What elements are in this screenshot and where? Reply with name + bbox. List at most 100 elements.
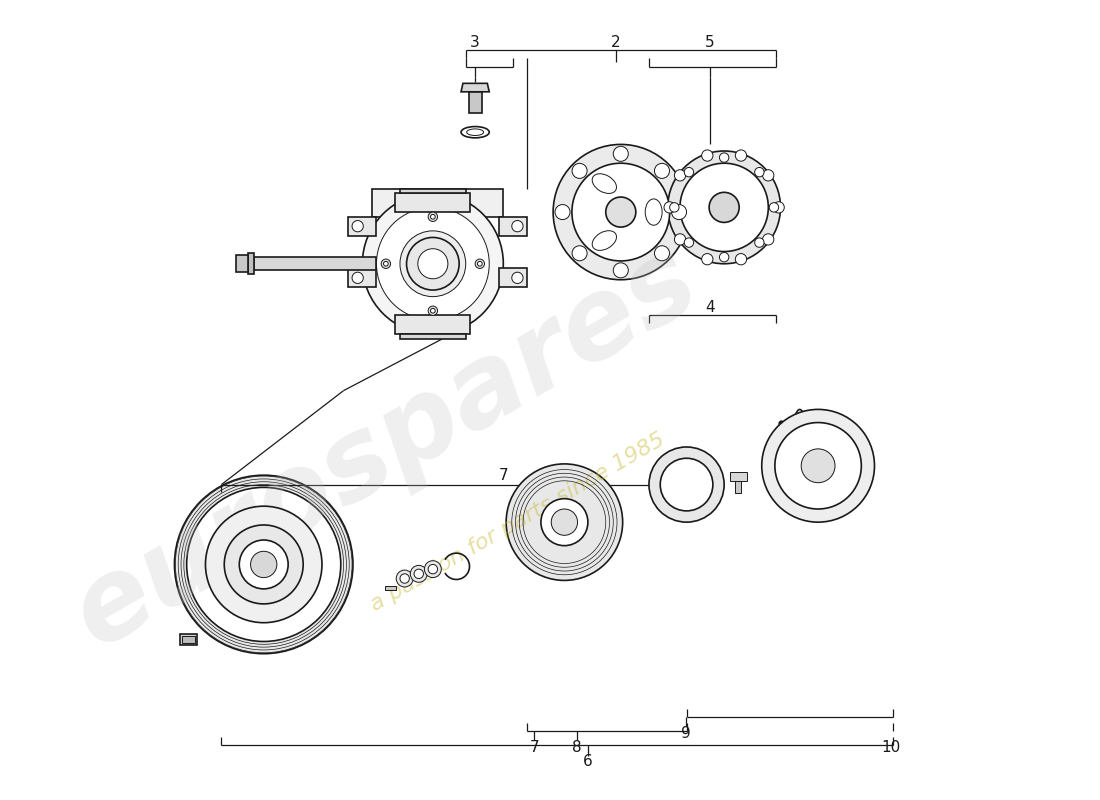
Circle shape: [240, 540, 288, 589]
Circle shape: [251, 551, 277, 578]
Circle shape: [773, 202, 784, 213]
Circle shape: [702, 254, 713, 265]
Circle shape: [187, 487, 341, 642]
Ellipse shape: [466, 129, 484, 135]
Polygon shape: [498, 269, 527, 287]
Circle shape: [719, 153, 729, 162]
Circle shape: [352, 272, 363, 283]
Polygon shape: [385, 586, 396, 590]
Circle shape: [512, 221, 524, 232]
Circle shape: [475, 259, 484, 269]
Circle shape: [175, 475, 353, 654]
Circle shape: [614, 263, 628, 278]
Circle shape: [762, 234, 774, 245]
Circle shape: [762, 170, 774, 181]
Text: 3: 3: [471, 35, 480, 50]
Circle shape: [551, 509, 578, 535]
Circle shape: [606, 197, 636, 227]
Ellipse shape: [646, 199, 662, 226]
Circle shape: [396, 570, 414, 587]
Circle shape: [649, 447, 724, 522]
Circle shape: [572, 246, 587, 261]
Text: 6: 6: [583, 754, 593, 770]
Polygon shape: [254, 257, 376, 270]
Text: 7: 7: [529, 740, 539, 755]
Circle shape: [680, 163, 768, 251]
Polygon shape: [235, 255, 248, 272]
Circle shape: [684, 167, 694, 177]
Circle shape: [407, 238, 459, 290]
Circle shape: [674, 234, 685, 245]
Circle shape: [572, 163, 670, 261]
Text: 2: 2: [612, 35, 620, 50]
Polygon shape: [349, 269, 376, 287]
Circle shape: [206, 506, 322, 622]
Circle shape: [400, 574, 409, 583]
Circle shape: [684, 238, 694, 247]
Circle shape: [664, 202, 675, 213]
Circle shape: [430, 308, 436, 313]
Text: 7: 7: [498, 468, 508, 482]
Circle shape: [614, 146, 628, 162]
Polygon shape: [248, 254, 254, 274]
Circle shape: [428, 306, 438, 315]
Circle shape: [400, 231, 465, 297]
Circle shape: [719, 253, 729, 262]
Circle shape: [654, 163, 670, 178]
Circle shape: [755, 167, 764, 177]
Polygon shape: [400, 189, 465, 194]
Circle shape: [668, 151, 781, 264]
Circle shape: [425, 561, 441, 578]
Polygon shape: [395, 315, 471, 334]
Circle shape: [541, 498, 587, 546]
Circle shape: [384, 262, 388, 266]
Circle shape: [670, 202, 679, 212]
Polygon shape: [400, 334, 465, 339]
Circle shape: [506, 464, 623, 581]
Polygon shape: [498, 217, 527, 235]
Polygon shape: [180, 634, 197, 646]
Polygon shape: [182, 636, 195, 643]
Circle shape: [428, 212, 438, 222]
Circle shape: [774, 422, 861, 509]
Circle shape: [710, 192, 739, 222]
Circle shape: [430, 214, 436, 219]
Text: 10: 10: [882, 740, 901, 755]
Circle shape: [769, 202, 779, 212]
Polygon shape: [736, 481, 741, 493]
Circle shape: [512, 272, 524, 283]
Circle shape: [735, 254, 747, 265]
Circle shape: [376, 207, 490, 320]
Circle shape: [362, 194, 504, 334]
Ellipse shape: [592, 174, 616, 194]
Polygon shape: [469, 92, 482, 114]
Text: 9: 9: [681, 726, 691, 741]
Circle shape: [671, 205, 686, 219]
Circle shape: [414, 569, 424, 578]
Text: 5: 5: [705, 35, 715, 50]
Circle shape: [477, 262, 482, 266]
Circle shape: [418, 249, 448, 278]
Circle shape: [224, 525, 304, 604]
Circle shape: [654, 246, 670, 261]
Circle shape: [428, 565, 438, 574]
Circle shape: [761, 410, 874, 522]
Ellipse shape: [592, 230, 616, 250]
Circle shape: [801, 449, 835, 482]
Circle shape: [556, 205, 570, 219]
Circle shape: [410, 566, 427, 582]
Circle shape: [735, 150, 747, 161]
Circle shape: [352, 221, 363, 232]
Circle shape: [553, 145, 689, 280]
Polygon shape: [729, 472, 747, 481]
Text: 8: 8: [572, 740, 582, 755]
Circle shape: [572, 163, 587, 178]
Circle shape: [674, 170, 685, 181]
Circle shape: [702, 150, 713, 161]
Text: a passion for parts since 1985: a passion for parts since 1985: [366, 430, 668, 615]
Polygon shape: [395, 194, 471, 212]
Ellipse shape: [461, 126, 490, 138]
Circle shape: [755, 238, 764, 247]
Text: 4: 4: [705, 301, 715, 315]
Polygon shape: [349, 217, 376, 235]
